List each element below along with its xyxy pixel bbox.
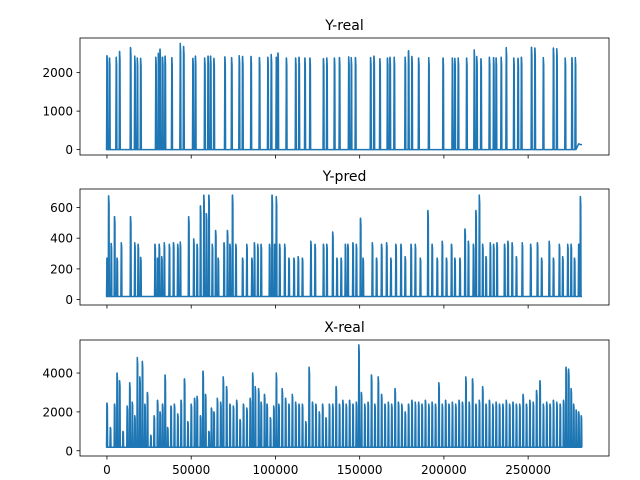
y-tick-label: 2000 — [42, 66, 73, 80]
y-tick-label: 2000 — [42, 405, 73, 419]
subplot-title: X-real — [324, 320, 364, 336]
x-tick-label: 200000 — [421, 463, 467, 477]
subplot-title: Y-pred — [322, 169, 367, 185]
x-tick-label: 50000 — [172, 463, 210, 477]
x-tick-label: 150000 — [337, 463, 383, 477]
subplot-3: X-real 0 2000 4000 0 50000 100000 150000 200000 2… — [42, 320, 610, 477]
subplot-title: Y-real — [324, 18, 363, 34]
y-tick-label: 0 — [65, 293, 73, 307]
axes-frame — [79, 188, 610, 306]
axes-frame — [79, 339, 610, 457]
y-tick-label: 0 — [65, 143, 73, 157]
y-tick-label: 400 — [50, 232, 73, 246]
y-tick-label: 200 — [50, 262, 73, 276]
subplot-1: Y-real 0 1000 2000 — [42, 18, 610, 159]
subplot-2: Y-pred 0 200 400 600 — [50, 169, 610, 309]
y-tick-label: 0 — [65, 444, 73, 458]
x-tick-label: 100000 — [253, 463, 299, 477]
y-tick-label: 1000 — [42, 105, 73, 119]
x-tick-label: 0 — [103, 463, 111, 477]
y-tick-label: 600 — [50, 201, 73, 215]
panels: Y-real 0 1000 2000 Y-pred 0 200 400 600 X-real 0 20… — [42, 18, 610, 477]
series-line — [105, 344, 583, 449]
axes-frame — [79, 37, 610, 156]
y-tick-label: 4000 — [42, 367, 73, 381]
x-tick-label: 250000 — [505, 463, 551, 477]
